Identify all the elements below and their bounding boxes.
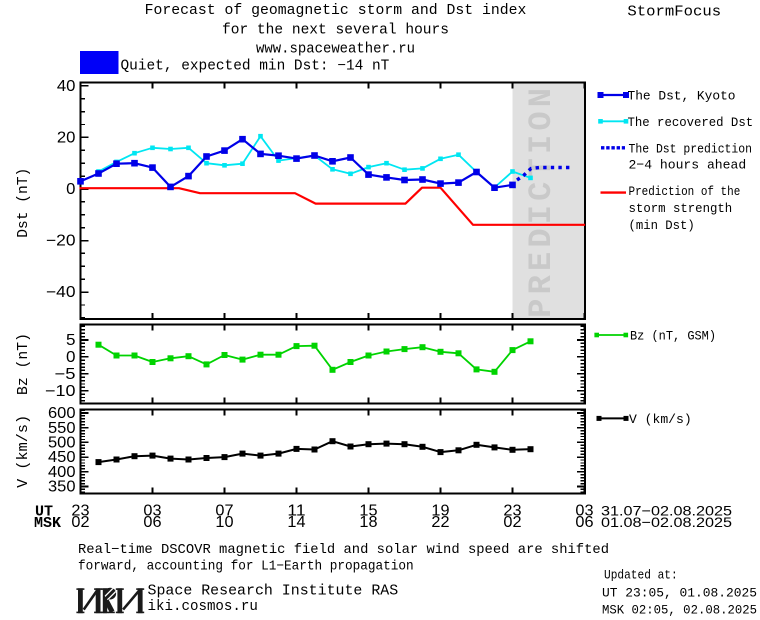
svg-text:V (km/s): V (km/s)	[629, 412, 692, 427]
svg-text:MSK: MSK	[34, 515, 61, 532]
svg-text:22: 22	[431, 514, 449, 531]
svg-text:(min Dst): (min Dst)	[629, 218, 695, 233]
svg-text:−10: −10	[45, 383, 76, 400]
svg-text:10: 10	[215, 514, 233, 531]
svg-text:02: 02	[71, 514, 89, 531]
svg-text:storm strength: storm strength	[629, 201, 733, 216]
svg-text:2−4 hours ahead: 2−4 hours ahead	[629, 157, 747, 172]
svg-text:31.07−02.08.2025: 31.07−02.08.2025	[601, 503, 732, 519]
svg-text:MSK 02:05, 02.08.2025: MSK 02:05, 02.08.2025	[602, 603, 757, 618]
svg-text:06: 06	[143, 514, 161, 531]
svg-text:Updated at:: Updated at:	[604, 568, 678, 583]
svg-text:forward, accounting for L1−Ear: forward, accounting for L1−Earth propaga…	[78, 558, 414, 574]
svg-text:14: 14	[287, 514, 305, 531]
svg-text:−5: −5	[55, 366, 76, 383]
svg-text:StormFocus: StormFocus	[627, 4, 721, 21]
svg-text:18: 18	[359, 514, 377, 531]
svg-text:06: 06	[575, 514, 593, 531]
svg-text:19: 19	[431, 502, 449, 519]
svg-text:Real−time DSCOVR magnetic fiel: Real−time DSCOVR magnetic field and sola…	[78, 542, 609, 558]
svg-text:20: 20	[57, 130, 76, 147]
svg-text:PREDICTION: PREDICTION	[523, 84, 560, 318]
svg-text:Prediction of the: Prediction of the	[629, 184, 741, 199]
svg-text:The recovered Dst: The recovered Dst	[628, 115, 754, 130]
svg-text:V (km/s): V (km/s)	[16, 415, 32, 488]
svg-text:02: 02	[503, 514, 521, 531]
svg-text:Bz (nT): Bz (nT)	[16, 333, 32, 395]
svg-text:Bz (nT, GSM): Bz (nT, GSM)	[630, 329, 716, 344]
svg-text:Space Research Institute RAS: Space Research Institute RAS	[148, 583, 399, 600]
svg-text:23: 23	[71, 502, 89, 519]
svg-text:iki.cosmos.ru: iki.cosmos.ru	[148, 598, 258, 615]
svg-text:UT: UT	[35, 503, 53, 520]
svg-text:0: 0	[66, 181, 76, 198]
svg-text:−40: −40	[46, 284, 76, 301]
svg-text:UT 23:05, 01.08.2025: UT 23:05, 01.08.2025	[602, 586, 757, 601]
svg-text:40: 40	[57, 78, 76, 95]
svg-text:450: 450	[48, 449, 76, 466]
svg-text:−20: −20	[46, 233, 76, 250]
svg-text:500: 500	[48, 435, 76, 452]
svg-text:01.08−02.08.2025: 01.08−02.08.2025	[601, 515, 732, 531]
svg-text:Quiet, expected min Dst: −14 n: Quiet, expected min Dst: −14 nT	[121, 59, 390, 75]
svg-text:5: 5	[66, 332, 76, 349]
svg-text:11: 11	[287, 502, 305, 519]
svg-text:0: 0	[66, 349, 76, 366]
svg-text:Dst (nT): Dst (nT)	[16, 168, 32, 238]
svg-text:400: 400	[48, 464, 76, 481]
svg-text:The Dst, Kyoto: The Dst, Kyoto	[628, 89, 736, 104]
svg-text:15: 15	[359, 502, 377, 519]
svg-text:The Dst prediction: The Dst prediction	[629, 141, 753, 156]
svg-text:350: 350	[48, 479, 76, 496]
svg-text:Forecast of geomagnetic storm: Forecast of geomagnetic storm and Dst in…	[145, 3, 527, 19]
svg-text:www.spaceweather.ru: www.spaceweather.ru	[256, 42, 415, 58]
svg-text:03: 03	[143, 502, 161, 519]
svg-text:07: 07	[215, 502, 233, 519]
svg-text:600: 600	[48, 405, 76, 422]
svg-text:for the next several hours: for the next several hours	[222, 22, 449, 38]
svg-text:550: 550	[48, 420, 76, 437]
svg-text:03: 03	[575, 502, 593, 519]
svg-text:23: 23	[503, 502, 521, 519]
